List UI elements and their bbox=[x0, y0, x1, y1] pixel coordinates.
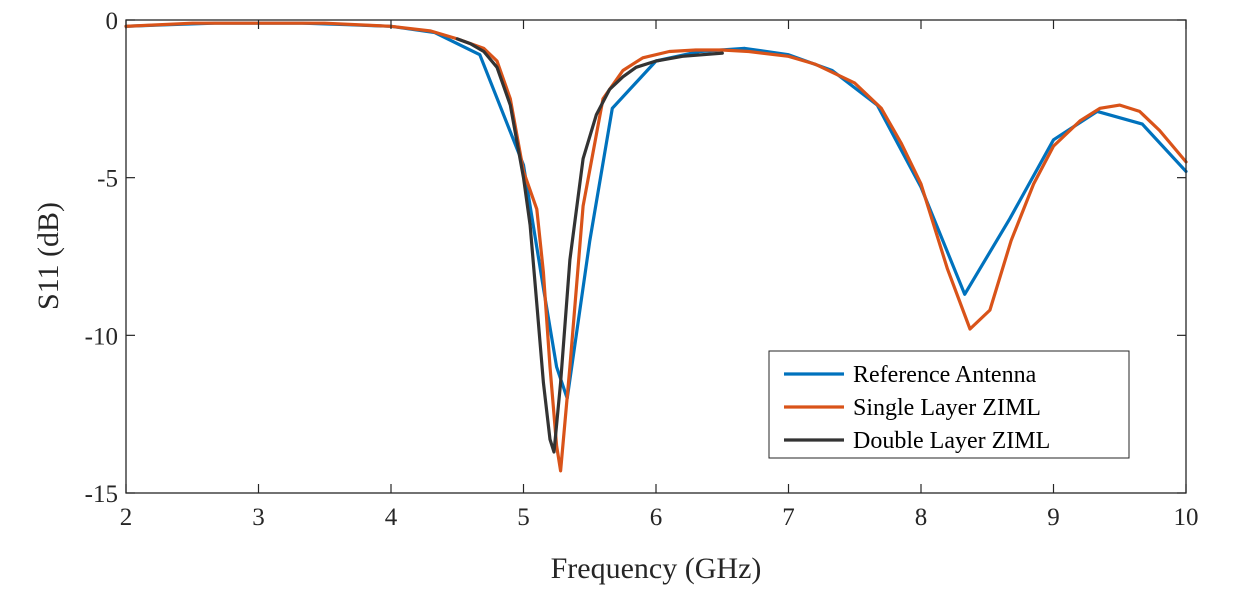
y-tick-label: -15 bbox=[85, 481, 118, 508]
series-line-3 bbox=[455, 37, 724, 454]
x-tick-label: 10 bbox=[1174, 504, 1199, 531]
x-tick-label: 8 bbox=[915, 504, 928, 531]
x-axis-label: Frequency (GHz) bbox=[551, 552, 762, 585]
x-tick-label: 5 bbox=[517, 504, 530, 531]
y-axis: 0 -5 -10 -15 bbox=[85, 8, 1186, 508]
x-tick-label: 6 bbox=[650, 504, 663, 531]
x-axis: 2 3 4 5 6 7 8 9 10 bbox=[120, 20, 1199, 531]
x-tick-label: 7 bbox=[782, 504, 795, 531]
legend-label: Double Layer ZIML bbox=[853, 428, 1050, 454]
legend: Reference Antenna Single Layer ZIML Double… bbox=[768, 350, 1130, 459]
x-tick-label: 4 bbox=[385, 504, 398, 531]
series-line-2 bbox=[124, 21, 1188, 473]
series-layer bbox=[124, 21, 1188, 473]
x-tick-label: 3 bbox=[252, 504, 265, 531]
y-tick-label: 0 bbox=[106, 8, 119, 35]
x-tick-label: 9 bbox=[1047, 504, 1060, 531]
y-tick-label: -5 bbox=[97, 166, 118, 193]
legend-label: Reference Antenna bbox=[853, 362, 1037, 388]
y-axis-label: S11 (dB) bbox=[32, 202, 65, 310]
x-tick-label: 2 bbox=[120, 504, 133, 531]
legend-label: Single Layer ZIML bbox=[853, 395, 1041, 421]
y-tick-label: -10 bbox=[85, 323, 118, 350]
